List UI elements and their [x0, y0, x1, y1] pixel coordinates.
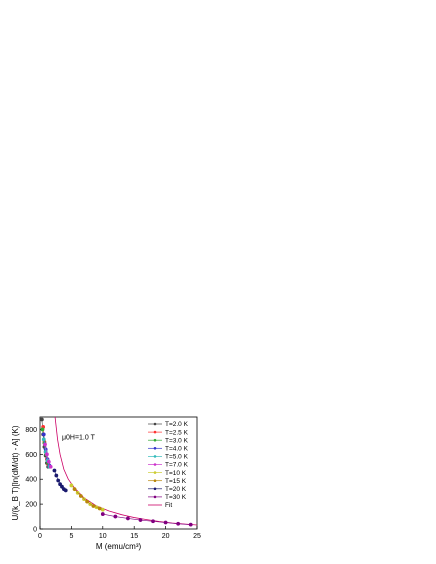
legend-marker — [153, 422, 157, 426]
legend-marker — [153, 471, 157, 474]
plot-frame — [39, 416, 198, 530]
legend-label: T=4.0 K — [165, 446, 189, 453]
legend-label: T=30 K — [165, 494, 187, 501]
legend-label: T=20 K — [165, 486, 187, 493]
series-line — [44, 444, 51, 467]
data-point — [54, 473, 59, 478]
series — [72, 487, 102, 511]
data-point — [40, 427, 45, 432]
legend-marker — [153, 463, 157, 466]
field-annotation: μ0H=1.0 T — [62, 434, 96, 441]
data-point — [63, 488, 68, 493]
legend-marker — [153, 495, 157, 499]
data-point — [52, 468, 57, 473]
data-point — [56, 478, 61, 483]
data-point — [58, 482, 62, 487]
legend-label: T=5.0 K — [165, 454, 189, 461]
data-point — [60, 484, 64, 489]
data-point — [163, 520, 168, 525]
data-point — [48, 464, 53, 469]
data-point — [45, 452, 49, 457]
legend-marker — [153, 479, 157, 483]
data-point — [39, 417, 44, 422]
y-tick-label: 400 — [25, 477, 37, 484]
y-tick-label: 800 — [25, 427, 37, 434]
data-point — [43, 442, 47, 447]
x-tick-label: 20 — [162, 533, 170, 540]
plot-area — [39, 416, 198, 530]
x-tick-label: 10 — [99, 533, 107, 540]
x-tick-label: 25 — [193, 533, 201, 540]
data-point — [46, 459, 51, 464]
data-point — [72, 487, 77, 492]
x-axis: 0 5 10 15 20 25 — [38, 526, 201, 540]
data-point — [100, 512, 105, 516]
data-point — [41, 437, 46, 442]
data-point — [113, 514, 118, 519]
data-point — [138, 518, 143, 522]
data-point — [126, 516, 130, 521]
y-tick-label: 200 — [25, 502, 37, 509]
data-point — [188, 522, 193, 527]
legend: T=2.0 KT=2.5 KT=3.0 K T=4.0 KT=5.0 KT=7.0… — [148, 421, 189, 509]
data-point — [69, 483, 74, 488]
series — [43, 442, 53, 469]
legend-fit-label: Fit — [165, 502, 172, 509]
legend-label: T=2.0 K — [165, 421, 189, 428]
data-point — [97, 506, 102, 511]
legend-marker — [153, 455, 157, 458]
y-axis-title: U/(k_B T)[ln(dM/dt) - A] (K) — [11, 425, 20, 520]
legend-marker — [153, 430, 157, 434]
legend-marker — [153, 447, 157, 450]
x-tick-label: 0 — [38, 533, 42, 540]
y-tick-label: 600 — [25, 452, 37, 459]
data-point — [78, 494, 83, 498]
legend-label: T=3.0 K — [165, 437, 189, 444]
legend-marker — [153, 487, 157, 491]
legend-label: T=15 K — [165, 478, 187, 485]
x-tick-label: 5 — [69, 533, 73, 540]
x-tick-label: 15 — [130, 533, 138, 540]
legend-label: T=7.0 K — [165, 462, 189, 469]
data-point — [41, 432, 46, 437]
legend-label: T=10 K — [165, 470, 187, 477]
series-line — [102, 513, 191, 525]
series-layer — [39, 417, 193, 527]
data-point — [91, 504, 96, 508]
x-axis-title: M (emu/cm³) — [96, 542, 142, 551]
legend-label: T=2.5 K — [165, 429, 189, 436]
data-point — [176, 521, 181, 526]
legend-marker — [153, 438, 157, 442]
data-point — [151, 519, 155, 524]
data-point — [85, 499, 89, 504]
y-tick-label: 0 — [33, 527, 37, 534]
series — [52, 468, 68, 493]
data-point — [100, 507, 105, 512]
series — [100, 512, 193, 527]
